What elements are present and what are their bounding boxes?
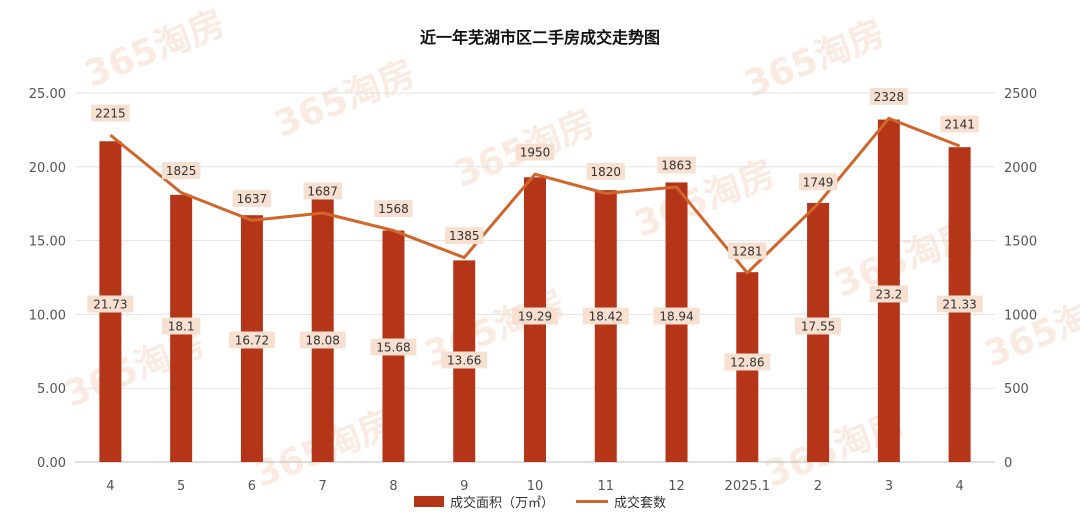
x-tick-label: 9	[460, 479, 468, 494]
x-tick-label: 8	[389, 479, 397, 494]
y-left-tick-label: 15.00	[29, 235, 66, 250]
x-tick-label: 4	[955, 479, 963, 494]
y-right-tick-label: 2000	[1004, 161, 1037, 176]
bar-data-label-bg	[228, 331, 275, 349]
line-data-label: 1281	[732, 244, 763, 258]
x-tick-label: 4	[106, 479, 114, 494]
y-right-tick-label: 0	[1004, 456, 1012, 471]
bar-data-label-bg	[936, 295, 983, 313]
y-right-tick-label: 500	[1004, 382, 1029, 397]
x-tick-label: 6	[248, 479, 256, 494]
bar-data-label: 21.73	[93, 298, 127, 312]
bar-data-label: 15.68	[376, 341, 410, 355]
line-data-label-bg	[586, 162, 625, 180]
bar-data-label: 12.86	[730, 356, 764, 370]
bar-data-label: 16.72	[235, 334, 269, 348]
bar-data-label: 18.08	[306, 334, 340, 348]
y-right-tick-label: 1500	[1004, 235, 1037, 250]
line-data-label-bg	[303, 182, 342, 200]
bar-data-label-bg	[87, 295, 134, 313]
bar-data-label-bg	[161, 317, 201, 335]
y-left-tick-label: 25.00	[29, 87, 66, 102]
line-data-label-bg	[445, 227, 484, 245]
line-data-label-bg	[374, 200, 413, 218]
legend: 成交面积（万㎡） 成交套数	[0, 492, 1080, 511]
line-data-label-bg	[515, 143, 555, 161]
y-left-tick-label: 5.00	[37, 382, 66, 397]
x-tick-label: 11	[597, 479, 614, 494]
bar-data-label-bg	[441, 351, 488, 369]
bar-data-label-bg	[582, 307, 629, 325]
bar-data-label-bg	[653, 307, 700, 325]
line-data-label-bg	[91, 104, 130, 122]
bar-data-label: 21.33	[942, 298, 976, 312]
line-data-label: 1385	[449, 229, 480, 243]
y-left-tick-label: 10.00	[29, 308, 66, 323]
line-data-label-bg	[940, 115, 979, 133]
line-data-label: 2215	[95, 107, 126, 121]
y-right-tick-label: 2500	[1004, 87, 1037, 102]
y-right-tick-label: 1000	[1004, 308, 1037, 323]
x-tick-label: 12	[668, 479, 685, 494]
line-data-label: 2328	[874, 90, 905, 104]
bar-data-label: 18.42	[589, 310, 623, 324]
line-data-label: 1950	[520, 146, 551, 160]
x-tick-label: 7	[319, 479, 327, 494]
line-data-label: 1749	[803, 175, 834, 189]
line-data-label-bg	[232, 189, 272, 207]
bar-data-label-bg	[724, 353, 771, 371]
bar-data-label: 17.55	[801, 320, 835, 334]
bar-data-label: 18.1	[168, 320, 195, 334]
line-data-label: 1820	[590, 165, 621, 179]
x-tick-label: 2025.1	[725, 479, 771, 494]
bar-data-label-bg	[299, 331, 346, 349]
line-data-label-bg	[657, 156, 696, 174]
x-tick-label: 2	[814, 479, 822, 494]
legend-label-area: 成交面积（万㎡）	[449, 496, 554, 511]
bar-data-label: 23.2	[875, 288, 902, 302]
line-data-label: 1863	[661, 159, 692, 173]
line-data-label: 2141	[944, 117, 975, 131]
bar	[594, 190, 617, 463]
bar-data-label-bg	[512, 307, 558, 325]
legend-swatch-bar	[413, 496, 444, 507]
x-tick-label: 3	[885, 479, 893, 494]
line-data-label: 1637	[237, 192, 268, 206]
series-line	[109, 116, 961, 275]
bar	[311, 195, 334, 462]
legend-item-area: 成交面积（万㎡）	[413, 492, 554, 511]
chart-title: 近一年芜湖市区二手房成交走势图	[419, 28, 660, 47]
bar-data-label-bg	[869, 285, 909, 303]
line-data-label-bg	[728, 242, 767, 260]
bar-data-label-bg	[370, 338, 417, 356]
bar-data-label-bg	[795, 317, 842, 335]
x-tick-label: 5	[177, 479, 185, 494]
legend-swatch-line	[576, 500, 608, 503]
bar-data-label: 18.94	[659, 310, 693, 324]
line-data-label-bg	[869, 87, 909, 105]
y-left-tick-label: 0.00	[37, 456, 66, 471]
line-data-label: 1568	[378, 202, 409, 216]
y-left-tick-label: 20.00	[29, 161, 66, 176]
x-tick-label: 10	[527, 479, 544, 494]
legend-label-units: 成交套数	[614, 496, 667, 511]
line-data-label-bg	[161, 162, 201, 180]
line-data-label: 1687	[307, 184, 338, 198]
legend-item-units: 成交套数	[576, 492, 666, 511]
line-data-label-bg	[798, 173, 838, 191]
bar-data-label: 19.29	[518, 310, 552, 324]
line-data-label: 1825	[166, 164, 197, 178]
bar-data-label: 13.66	[447, 354, 481, 368]
